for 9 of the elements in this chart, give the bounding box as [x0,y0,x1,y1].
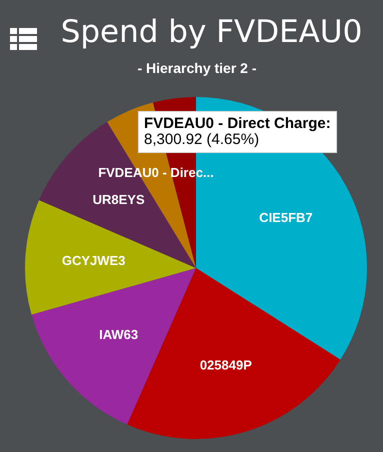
text: FVDEAU0 - Direct Charge: [144,115,331,132]
text: 8,300.92 (4.65%) [144,131,260,148]
slice-label: CIE5FB7 [259,210,313,226]
slice-label: UR8EYS [92,192,145,208]
chart-subtitle: - Hierarchy tier 2 - [136,60,258,76]
slice-label: 025849P [200,358,252,373]
slice-label: IAW63 [99,326,138,342]
slice-label: GCYJWE3 [62,252,126,268]
chart-title: Spend by FVDEAU0 [60,14,364,50]
